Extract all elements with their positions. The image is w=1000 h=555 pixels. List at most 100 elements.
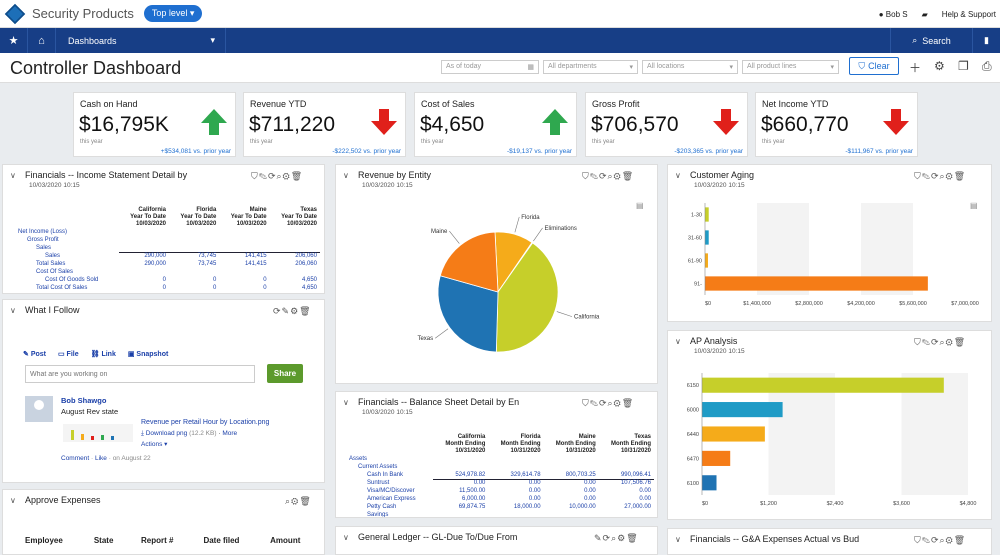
share-button[interactable]: Share [267, 364, 303, 383]
row-value: 141,415 [219, 251, 270, 260]
bar[interactable] [705, 230, 709, 245]
panel-toolbar-icons[interactable]: ⛉✎⟳⌕⚙🗑 [251, 171, 304, 181]
table-row[interactable]: Petty Cash 69,874.75 18,000.00 10,000.00 27,… [346, 503, 654, 511]
column-header[interactable]: State [93, 536, 114, 545]
kpi-card[interactable]: Net Income YTD $660,770 this year -$111,967… [755, 92, 918, 157]
add-icon[interactable]: ＋ [909, 61, 922, 75]
actions-menu[interactable]: Actions ▾ [141, 441, 168, 448]
more-link[interactable]: More [222, 430, 238, 437]
table-row[interactable]: Sales [15, 244, 320, 252]
tab-post[interactable]: ✎ Post [23, 351, 46, 358]
collapse-chevron-icon[interactable]: ∨ [10, 306, 16, 315]
pie-slice[interactable] [439, 231, 499, 293]
column-header[interactable]: Amount [270, 536, 301, 545]
collapse-chevron-icon[interactable]: ∨ [343, 171, 349, 180]
like-link[interactable]: Like [94, 455, 107, 462]
table-row[interactable]: Gross Profit [15, 236, 320, 244]
column-header: California [457, 434, 486, 440]
bar[interactable] [705, 253, 708, 268]
locations-filter[interactable]: All locations ▾ [642, 60, 738, 74]
print-icon[interactable]: ⎙ [982, 59, 992, 73]
collapse-chevron-icon[interactable]: ∨ [675, 171, 681, 180]
collapse-chevron-icon[interactable]: ∨ [10, 171, 16, 180]
table-row[interactable]: Sales 290,000 73,745 141,415 206,060 [15, 251, 320, 260]
help-link[interactable]: Help & Support [941, 9, 996, 19]
panel-toolbar-icons[interactable]: ⛉✎⟳⌕⚙🗑 [914, 535, 967, 545]
departments-filter[interactable]: All departments ▾ [543, 60, 638, 74]
bookmark-icon[interactable]: ▮ [972, 28, 1000, 53]
panel-toolbar-icons[interactable]: ⛉✎⟳⌕⚙🗑 [582, 398, 635, 408]
collapse-chevron-icon[interactable]: ∨ [675, 337, 681, 346]
product-lines-filter[interactable]: All product lines ▾ [742, 60, 839, 74]
bar[interactable] [702, 402, 783, 418]
table-row[interactable]: Visa/MC/Discover 11,500.00 0.00 0.00 0.00 [346, 487, 654, 495]
row-value [169, 236, 219, 244]
file-link[interactable]: Revenue per Retail Hour by Location.png [141, 419, 270, 426]
bar[interactable] [702, 450, 731, 466]
column-header[interactable]: Report # [140, 536, 174, 545]
table-row[interactable]: Current Assets [346, 463, 654, 471]
gear-icon[interactable]: ⚙ [934, 59, 945, 73]
search-label: Search [922, 35, 951, 46]
bar[interactable] [702, 475, 717, 491]
tab-link[interactable]: ⛓ Link [90, 351, 116, 358]
copy-icon[interactable]: ❐ [958, 59, 969, 73]
chat-icon[interactable]: ▰ [921, 9, 928, 19]
pie-slice[interactable] [495, 242, 559, 353]
pie-slice[interactable] [437, 275, 499, 353]
bar[interactable] [705, 207, 709, 222]
clear-filters-button[interactable]: ⛉ Clear [849, 57, 899, 75]
row-value [169, 228, 219, 236]
kpi-card[interactable]: Gross Profit $706,570 this year -$203,365 v… [585, 92, 748, 157]
table-row[interactable]: Suntrust 0.00 0.00 0.00 107,506.76 [346, 478, 654, 487]
table-row[interactable]: Total Cost Of Sales 0 0 0 4,650 [15, 284, 320, 292]
export-icon[interactable]: ▤ [970, 201, 978, 210]
top-bar: Security Products Top level ▾ ● Bob S ▰ … [0, 0, 1000, 28]
row-value [544, 463, 599, 471]
panel-toolbar-icons[interactable]: ⛉✎⟳⌕⚙🗑 [582, 171, 635, 181]
download-link[interactable]: ⤓ Download png [141, 430, 188, 437]
row-value: 73,745 [197, 261, 217, 267]
panel-toolbar-icons[interactable]: ✎⟳⌕⚙🗑 [594, 533, 639, 543]
home-icon[interactable]: ⌂ [28, 28, 56, 53]
column-header[interactable]: Date filed [203, 536, 240, 545]
tab-snapshot[interactable]: ▣ Snapshot [127, 351, 169, 358]
panel-toolbar-icons[interactable]: ⟳✎⚙🗑 [273, 306, 312, 316]
comment-link[interactable]: Comment [61, 455, 90, 462]
table-row[interactable]: Cost Of Goods Sold 0 0 0 4,650 [15, 276, 320, 284]
file-thumbnail[interactable] [63, 424, 133, 442]
collapse-chevron-icon[interactable]: ∨ [10, 496, 16, 505]
date-filter[interactable]: As of today ▦ [441, 60, 539, 74]
bar[interactable] [702, 426, 765, 442]
table-row[interactable]: Net Income (Loss) [15, 228, 320, 236]
table-row[interactable]: Total Sales 290,000 73,745 141,415 206,060 [15, 260, 320, 268]
product-logo-icon[interactable] [4, 3, 26, 24]
tab-file[interactable]: ▭ File [57, 351, 79, 358]
kpi-card[interactable]: Cash on Hand $16,795K this year +$534,081 v… [73, 92, 236, 157]
table-row[interactable]: Cash In Bank 524,978.82 329,614.78 800,703.… [346, 471, 654, 479]
kpi-card[interactable]: Cost of Sales $4,650 this year -$19,137 vs.… [414, 92, 577, 157]
collapse-chevron-icon[interactable]: ∨ [343, 398, 349, 407]
bar[interactable] [705, 276, 928, 291]
panel-toolbar-icons[interactable]: ⛉✎⟳⌕⚙🗑 [914, 337, 967, 347]
collapse-chevron-icon[interactable]: ∨ [675, 535, 681, 544]
panel-toolbar-icons[interactable]: ⌕⚙🗑 [285, 496, 312, 506]
scope-selector[interactable]: Top level ▾ [143, 5, 203, 22]
export-icon[interactable]: ▤ [636, 201, 644, 210]
table-row[interactable]: Assets [346, 455, 654, 463]
kpi-card[interactable]: Revenue YTD $711,220 this year -$222,502 vs… [243, 92, 406, 157]
table-row[interactable]: American Express 6,000.00 0.00 0.00 0.00 [346, 495, 654, 503]
post-author[interactable]: Bob Shawgo [61, 396, 107, 405]
post-input[interactable] [25, 365, 255, 383]
row-value [544, 511, 599, 517]
search-button[interactable]: ⌕ Search [890, 28, 972, 53]
panel-toolbar-icons[interactable]: ⛉✎⟳⌕⚙🗑 [914, 171, 967, 181]
user-menu[interactable]: ● Bob S [879, 10, 908, 19]
favorites-star-icon[interactable]: ★ [0, 28, 28, 53]
table-row[interactable]: Savings [346, 511, 654, 517]
dashboards-menu[interactable]: Dashboards ▾ [56, 28, 226, 53]
table-row[interactable]: Cost Of Sales [15, 268, 320, 276]
collapse-chevron-icon[interactable]: ∨ [343, 533, 349, 542]
column-header[interactable]: Employee [25, 536, 63, 545]
bar[interactable] [702, 377, 944, 393]
